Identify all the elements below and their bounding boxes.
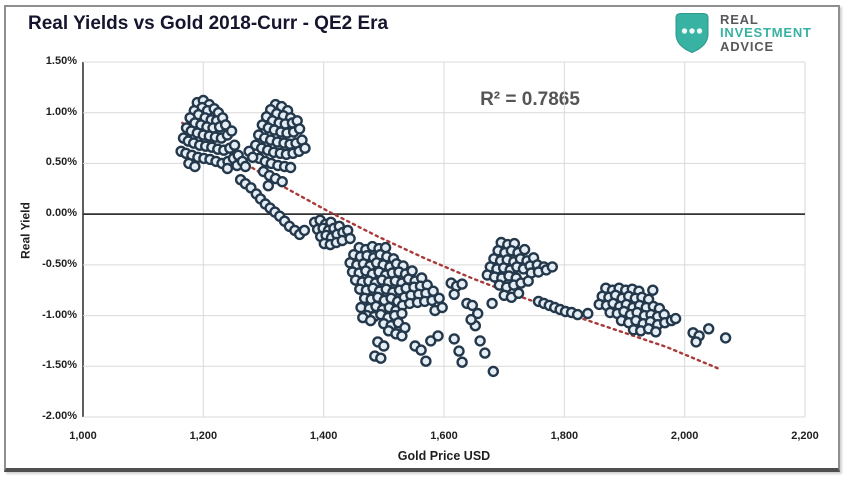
- logo-text-real: REAL: [720, 11, 759, 27]
- chart-title: Real Yields vs Gold 2018-Curr - QE2 Era: [28, 13, 389, 34]
- scatter-point: [512, 287, 525, 299]
- scatter-point: [433, 292, 445, 304]
- scatter-point: [299, 142, 311, 154]
- logo-text: REAL INVESTMENT ADVICE: [720, 13, 812, 54]
- x-tick-label: 1,800: [550, 430, 579, 442]
- x-tick-label: 1,400: [309, 430, 338, 442]
- scatter-point: [298, 224, 311, 237]
- logo-text-advice: ADVICE: [720, 38, 774, 54]
- scatter-point: [479, 347, 491, 359]
- scatter-point: [221, 162, 234, 175]
- y-tick-label: -1.50%: [42, 359, 77, 372]
- scatter-point: [448, 288, 460, 300]
- scatter-point: [378, 340, 390, 352]
- scatter-point: [293, 123, 306, 135]
- scatter-point: [436, 301, 448, 314]
- scatter-point: [486, 297, 498, 310]
- scatter-point: [396, 330, 408, 342]
- scatter-point: [448, 333, 460, 345]
- scatter-point: [276, 175, 288, 188]
- scatter-point: [487, 365, 499, 378]
- scatter-point: [719, 332, 732, 344]
- scatter-point: [375, 352, 387, 364]
- scatter-point: [364, 314, 377, 327]
- scatter-point: [239, 160, 252, 173]
- scatter-point: [396, 307, 408, 320]
- scatter-point: [456, 278, 468, 290]
- r-squared-annotation: R² = 0.7865: [480, 89, 580, 110]
- y-tick-label: 1.00%: [45, 105, 77, 118]
- scatter-point: [228, 139, 241, 151]
- chart-frame: [4, 5, 840, 472]
- y-tick-label: -0.50%: [42, 257, 77, 270]
- scatter-point: [669, 312, 682, 325]
- scatter-point: [432, 330, 444, 342]
- real-investment-advice-logo: REAL INVESTMENT ADVICE: [671, 11, 812, 55]
- scatter-point: [189, 160, 201, 173]
- scatter-point: [344, 232, 356, 245]
- scatter-point: [582, 307, 594, 320]
- scatter-point: [518, 243, 531, 256]
- scatter-point: [472, 307, 484, 320]
- scatter-point: [456, 356, 468, 368]
- scatter-point: [420, 355, 432, 367]
- scatter-point: [284, 161, 297, 174]
- x-tick-label: 1,200: [189, 430, 218, 442]
- y-tick-label: -2.00%: [42, 410, 77, 422]
- scatter-point: [690, 336, 702, 348]
- scatter-point: [262, 179, 274, 192]
- scatter-point: [522, 275, 534, 287]
- x-tick-label: 2,000: [670, 430, 699, 442]
- y-tick-label: 0.00%: [45, 207, 77, 220]
- x-tick-label: 1,600: [430, 430, 458, 442]
- shield-logo-icon: [675, 13, 709, 54]
- scatter-point: [466, 299, 478, 312]
- scatter-point: [647, 284, 659, 296]
- scatter-point: [571, 308, 584, 321]
- y-tick-label: -1.00%: [42, 308, 77, 321]
- x-tick-label: 2,200: [791, 430, 819, 442]
- scatter-point: [546, 261, 558, 273]
- scatter-point: [650, 326, 662, 338]
- y-tick-label: 0.50%: [45, 156, 77, 169]
- x-tick-label: 1,000: [69, 430, 97, 442]
- logo-text-investment: INVESTMENT: [720, 25, 812, 41]
- scatter-point: [474, 335, 486, 347]
- scatter-point: [703, 323, 715, 335]
- scatter-point: [465, 313, 477, 326]
- y-tick-label: 1.50%: [45, 55, 77, 67]
- x-axis-title: Gold Price USD: [397, 449, 491, 463]
- scatter-point: [225, 125, 238, 137]
- scatter-point: [246, 151, 259, 164]
- scatter-point: [453, 345, 465, 357]
- scatter-point: [415, 344, 427, 356]
